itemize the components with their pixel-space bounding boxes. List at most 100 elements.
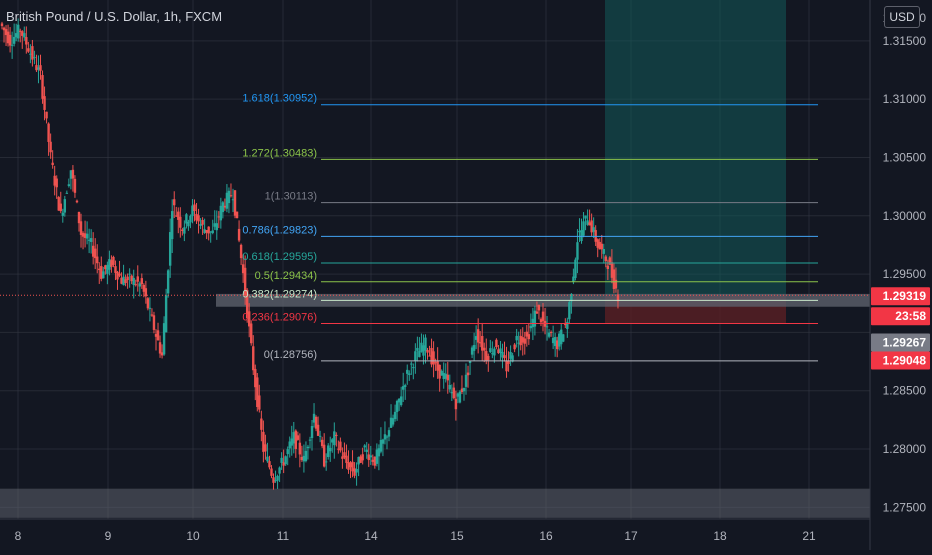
candle-body [140,278,144,285]
candle-body [339,441,342,451]
candle-body [152,315,156,330]
candle-body [12,36,16,44]
candle-body [491,353,494,355]
candle-body [8,34,12,46]
candle-body [298,442,302,455]
candle-body [144,288,148,297]
countdown-tag: 23:58 [895,309,926,323]
candle-body [401,386,405,390]
symbol-title[interactable]: British Pound / U.S. Dollar, 1h, FXCM [6,9,223,24]
candle-body [308,439,312,441]
candle-body [89,238,93,242]
candle-body [610,262,614,278]
candle-body [67,184,71,187]
candle-body [525,331,528,337]
candle-body [600,243,603,250]
candle-body [416,347,419,351]
candle-body [183,227,186,234]
fib-level-label: 0.5(1.29434) [255,270,317,282]
level-price-tag-bg [871,333,930,352]
candle-body [318,435,322,437]
time-axis-label: 21 [802,529,816,543]
candle-body [219,205,223,221]
candle-body [353,468,356,476]
candle-body [10,44,14,46]
candle-body [535,311,539,314]
candle-body [215,223,218,231]
candle-body [77,211,81,224]
candle-body [389,417,393,428]
candle-body [511,355,514,362]
candle-body [120,277,123,284]
candle-body [63,199,67,213]
candle-body [203,229,206,233]
candle-body [94,248,97,259]
candle-body [19,30,22,32]
candle-body [440,370,443,376]
candle-body [533,310,537,327]
price-axis-label: 1.31500 [883,34,927,48]
candle-body [243,267,247,296]
candle-body [383,434,387,440]
candle-body [272,477,275,483]
price-axis-label: 1.28000 [883,442,927,456]
candle-body [276,475,279,481]
candle-body [150,314,154,316]
candle-body [481,336,484,351]
candle-body [53,175,56,186]
candle-body [521,337,524,343]
fib-level-label: 1.272(1.30483) [242,147,317,159]
price-axis-label: 1.30500 [883,150,927,164]
candle-body [264,444,267,452]
candle-body [345,455,348,463]
candles-group [0,18,620,490]
candle-body [164,295,168,333]
candle-body [576,242,579,260]
candle-body [452,387,456,399]
candle-body [418,350,421,358]
candle-body [310,426,314,439]
candle-body [434,362,437,364]
candle-body [555,340,559,350]
candle-body [81,232,85,237]
candle-body [31,46,34,60]
candle-body [158,342,162,354]
price-axis-label: 1.28500 [883,384,927,398]
candle-body [349,462,352,468]
candle-body [116,271,119,280]
candle-body [487,355,490,361]
time-axis-label: 18 [713,529,727,543]
candle-body [6,31,10,44]
candle-body [365,449,368,452]
candle-body [292,432,295,444]
candle-body [432,351,435,365]
candle-body [436,360,439,371]
candle-body [110,260,113,267]
candle-body [91,245,95,257]
stop-price-tag: 1.29048 [883,354,927,368]
candle-body [395,400,399,413]
candle-body [558,333,561,347]
candle-body [142,284,146,292]
candle-body [379,439,383,452]
candle-body [590,220,593,233]
fib-level-label: 0.786(1.29823) [242,224,317,236]
time-axis-label: 10 [186,529,200,543]
candle-body [458,391,462,403]
candle-body [41,75,44,99]
candle-body [195,213,198,221]
candle-body [14,33,18,38]
candle-body [87,239,91,241]
candle-body [112,256,115,265]
candle-body [98,268,101,271]
candle-body [527,334,531,340]
candle-body [217,216,221,218]
candle-body [361,454,364,461]
candle-body [235,211,239,219]
candle-body [124,279,127,284]
currency-button[interactable]: USD [884,6,920,28]
candle-body [225,192,229,209]
candle-body [213,223,216,227]
